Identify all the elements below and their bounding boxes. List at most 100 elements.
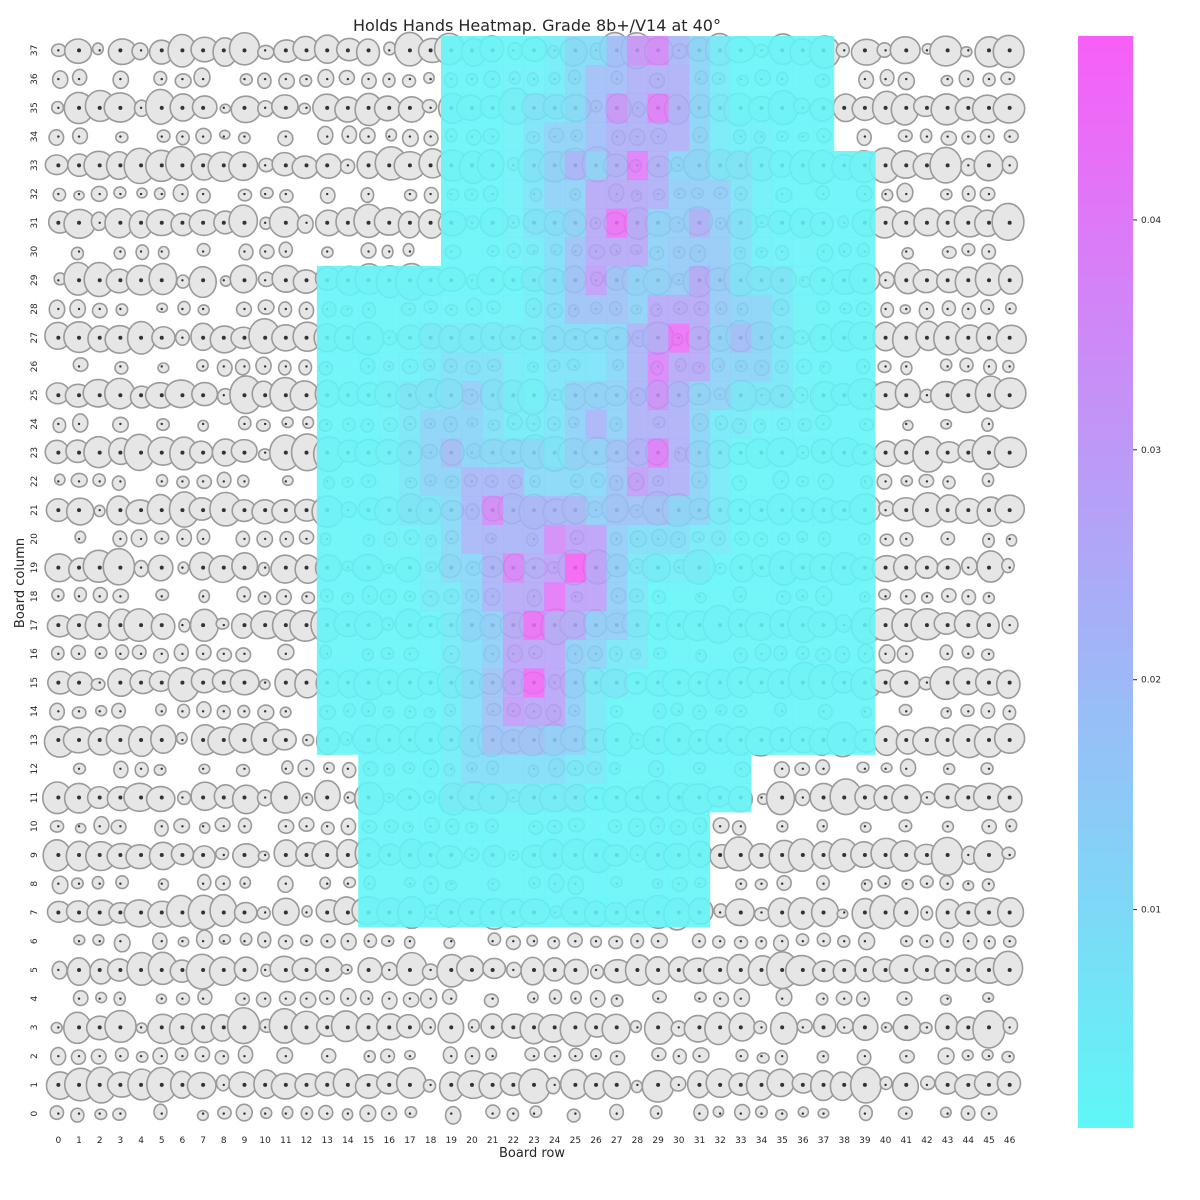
hold	[939, 1106, 952, 1119]
heatmap-cell	[771, 208, 793, 238]
hold	[379, 1048, 396, 1064]
hold	[728, 1012, 756, 1042]
hold	[49, 702, 66, 721]
heatmap-cells	[316, 36, 876, 928]
heatmap-cell	[461, 783, 483, 813]
heatmap-cell	[482, 294, 504, 324]
hold	[51, 70, 69, 89]
hold	[126, 951, 157, 987]
hold	[879, 1075, 893, 1091]
x-tick-label: 18	[425, 1136, 437, 1146]
hold	[92, 934, 105, 946]
heatmap-cell	[502, 639, 525, 669]
hold	[855, 991, 870, 1007]
heatmap-cell	[792, 36, 814, 66]
heatmap-cell	[565, 122, 587, 152]
hold	[816, 1050, 830, 1064]
heatmap-cell	[647, 64, 669, 94]
heatmap-cell	[751, 237, 773, 267]
heatmap-cell	[461, 467, 483, 497]
heatmap-cell	[689, 495, 711, 525]
hold	[401, 74, 417, 88]
heatmap-cell	[585, 754, 607, 784]
hold	[70, 877, 84, 890]
heatmap-cell	[833, 610, 855, 640]
heatmap-cell	[730, 179, 752, 209]
heatmap-cell	[854, 380, 876, 410]
y-tick-label: 22	[30, 476, 40, 487]
heatmap-cell	[627, 36, 649, 66]
heatmap-cell	[585, 93, 607, 123]
heatmap-cell	[668, 840, 690, 870]
hold	[89, 958, 114, 985]
hold	[380, 961, 399, 981]
y-tick-label: 23	[30, 447, 40, 458]
heatmap-cell	[813, 696, 835, 727]
heatmap-cell	[502, 323, 525, 353]
hold	[277, 643, 295, 661]
heatmap-cell	[854, 495, 876, 525]
heatmap-cell	[813, 64, 835, 94]
hold	[130, 529, 148, 548]
heatmap-cell	[833, 352, 855, 382]
heatmap-cell	[606, 122, 628, 152]
hold	[256, 906, 271, 920]
heatmap-cell	[647, 265, 669, 296]
heatmap-cell	[730, 380, 752, 410]
hold	[583, 1072, 609, 1100]
heatmap-cell	[647, 898, 669, 928]
heatmap-cell	[813, 265, 835, 296]
heatmap-cell	[647, 582, 669, 612]
heatmap-cell	[606, 467, 628, 497]
heatmap-cell	[833, 582, 855, 612]
heatmap-cell	[420, 553, 442, 583]
heatmap-cell	[523, 495, 545, 525]
hold	[794, 761, 811, 777]
heatmap-cell	[771, 64, 793, 94]
hold	[960, 1105, 976, 1122]
heatmap-cell	[647, 122, 669, 152]
heatmap-cell	[544, 754, 566, 784]
hold	[894, 378, 922, 409]
heatmap-cell	[854, 438, 876, 468]
hold	[268, 206, 301, 238]
hold	[114, 1047, 130, 1062]
hold	[358, 127, 376, 145]
x-tick-label: 27	[611, 1136, 622, 1146]
heatmap-cell	[399, 409, 421, 439]
heatmap-cell	[523, 524, 545, 554]
x-tick-label: 42	[921, 1136, 932, 1146]
hold	[357, 956, 383, 984]
heatmap-cell	[792, 409, 814, 439]
heatmap-cell	[668, 208, 690, 238]
heatmap-cell	[440, 122, 463, 152]
heatmap-cell	[399, 380, 421, 410]
hold	[996, 785, 1023, 813]
hold	[90, 211, 108, 232]
hold	[177, 936, 190, 948]
hold	[157, 362, 170, 374]
heatmap-cell	[709, 438, 731, 468]
hold	[173, 818, 191, 834]
heatmap-cell	[399, 352, 421, 382]
hold	[858, 1104, 874, 1122]
x-tick-label: 5	[159, 1136, 165, 1146]
heatmap-cell	[627, 524, 649, 554]
y-tick-label: 20	[30, 533, 40, 545]
hold	[170, 843, 195, 866]
x-tick-label: 34	[756, 1136, 768, 1146]
x-tick-label: 24	[549, 1136, 561, 1146]
heatmap-cell	[420, 840, 442, 870]
x-tick-label: 33	[735, 1136, 746, 1146]
heatmap-cell	[792, 725, 814, 755]
hold	[319, 186, 336, 204]
heatmap-cell	[544, 467, 566, 497]
heatmap-cell	[627, 64, 649, 94]
heatmap-cell	[751, 582, 773, 612]
heatmap-cell	[337, 323, 359, 353]
hold	[112, 1107, 127, 1121]
y-tick-label: 36	[30, 73, 40, 85]
heatmap-cell	[440, 783, 463, 813]
hold	[277, 359, 292, 376]
